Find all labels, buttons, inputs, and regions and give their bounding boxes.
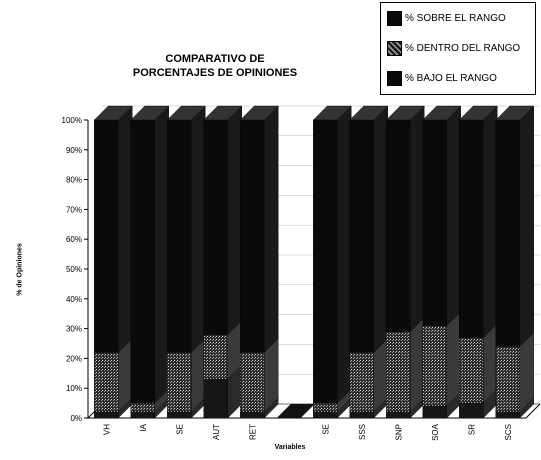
bar-segment-dentro-del-rango xyxy=(459,337,484,404)
bar-segment-dentro-del-rango xyxy=(94,352,119,413)
x-tick-label: SCS xyxy=(504,424,513,440)
legend-item-sobre: % SOBRE EL RANGO xyxy=(387,11,506,26)
legend-item-bajo: % BAJO EL RANGO xyxy=(387,71,497,86)
bar-segment-sobre-el-rango xyxy=(386,119,411,332)
y-tick-label: 10% xyxy=(66,384,82,393)
y-tick-label: 40% xyxy=(66,295,82,304)
bar-segment-bajo-el-rango xyxy=(94,411,119,419)
bar-segment-sobre-el-rango xyxy=(167,119,192,353)
bar-segment-bajo-el-rango xyxy=(349,411,374,419)
bar-top xyxy=(422,105,462,121)
x-tick-label: SOA xyxy=(431,423,440,441)
bar-side-2 xyxy=(373,105,388,353)
bar-side-2 xyxy=(337,105,352,404)
bar-segment-sobre-el-rango xyxy=(349,119,374,353)
bar-side-1 xyxy=(410,317,425,413)
x-tick-label: AUT xyxy=(212,424,221,440)
bar-top xyxy=(130,105,170,121)
legend-swatch-bajo xyxy=(387,71,402,86)
bar-segment-bajo-el-rango xyxy=(422,405,447,419)
y-tick-label: 70% xyxy=(66,205,82,214)
bar-segment-dentro-del-rango xyxy=(203,334,228,380)
x-tick-label: IA xyxy=(139,423,148,431)
bar-top xyxy=(458,105,498,121)
bar-top xyxy=(166,105,206,121)
bar-segment-bajo-el-rango xyxy=(167,411,192,419)
legend-label-bajo: % BAJO EL RANGO xyxy=(405,73,497,84)
bar-segment-dentro-del-rango xyxy=(313,402,338,413)
y-tick-label: 100% xyxy=(62,116,82,125)
bar-side-2 xyxy=(154,105,169,404)
bar-side-2 xyxy=(191,105,206,353)
legend-swatch-dentro xyxy=(387,41,402,56)
y-tick-label: 80% xyxy=(66,176,82,185)
y-tick-label: 60% xyxy=(66,235,82,244)
x-tick-label: SE xyxy=(321,424,330,435)
bar-segment-dentro-del-rango xyxy=(422,325,447,407)
x-tick-label: RET xyxy=(248,424,257,440)
x-tick-label: SE xyxy=(175,424,184,435)
legend-item-dentro: % DENTRO DEL RANGO xyxy=(387,41,520,56)
bar-side-2 xyxy=(264,105,279,353)
chart-title: COMPARATIVO DE PORCENTAJES DE OPINIONES xyxy=(90,52,340,80)
bar-top xyxy=(312,105,352,121)
bar-segment-dentro-del-rango xyxy=(495,346,520,413)
bar-segment-bajo-el-rango xyxy=(495,411,520,419)
legend: % SOBRE EL RANGO % DENTRO DEL RANGO % BA… xyxy=(380,2,536,95)
bar-top xyxy=(495,105,535,121)
x-tick-label: SR xyxy=(467,424,476,435)
x-tick-label: SNP xyxy=(394,424,403,440)
bar-segment-dentro-del-rango xyxy=(386,331,411,413)
bar-side-2 xyxy=(519,105,534,347)
chart-title-line-1: COMPARATIVO DE xyxy=(165,53,265,65)
bar-top xyxy=(93,105,133,121)
bar-side-2 xyxy=(483,105,498,339)
y-tick-label: 30% xyxy=(66,325,82,334)
empty-bar-floor xyxy=(276,404,315,418)
x-tick-label: SSS xyxy=(358,424,367,440)
bar-side-2 xyxy=(410,105,425,333)
legend-swatch-sobre xyxy=(387,11,402,26)
bar-segment-dentro-del-rango xyxy=(240,352,265,413)
bar-segment-bajo-el-rango xyxy=(240,411,265,419)
bar-segment-sobre-el-rango xyxy=(203,119,228,335)
legend-label-dentro: % DENTRO DEL RANGO xyxy=(405,43,521,54)
bar-segment-bajo-el-rango xyxy=(386,411,411,419)
chart-title-line-2: PORCENTAJES DE OPINIONES xyxy=(132,67,298,79)
bar-segment-bajo-el-rango xyxy=(313,411,338,419)
bar-side-2 xyxy=(446,105,461,327)
bar-side-2 xyxy=(227,105,242,336)
bar-side-1 xyxy=(446,311,461,407)
x-axis-label: Variables xyxy=(274,444,306,451)
bar-segment-sobre-el-rango xyxy=(94,119,119,353)
bar-segment-dentro-del-rango xyxy=(167,352,192,413)
bar-segment-sobre-el-rango xyxy=(495,119,520,347)
bar-segment-sobre-el-rango xyxy=(240,119,265,353)
legend-label-sobre: % SOBRE EL RANGO xyxy=(405,13,506,24)
y-tick-label: 50% xyxy=(66,265,82,274)
floor-edge-right xyxy=(525,403,541,419)
bar-segment-sobre-el-rango xyxy=(459,119,484,338)
bar-top xyxy=(203,105,243,121)
bar-top xyxy=(385,105,425,121)
bar-segment-dentro-del-rango xyxy=(349,352,374,413)
y-tick-label: 20% xyxy=(66,354,82,363)
bar-segment-sobre-el-rango xyxy=(313,119,338,404)
bar-segment-bajo-el-rango xyxy=(130,411,155,419)
y-axis-label: % de Opiniones xyxy=(16,243,24,296)
bar-top xyxy=(239,105,279,121)
bar-top xyxy=(349,105,389,121)
bar-side-2 xyxy=(118,105,133,353)
bar-segment-bajo-el-rango xyxy=(203,379,228,419)
x-tick-label: VH xyxy=(102,424,111,435)
bar-segment-dentro-del-rango xyxy=(130,402,155,413)
bar-segment-bajo-el-rango xyxy=(459,402,484,419)
y-tick-label: 90% xyxy=(66,146,82,155)
bar-segment-sobre-el-rango xyxy=(422,119,447,326)
y-tick-label: 0% xyxy=(70,414,82,423)
bar-segment-sobre-el-rango xyxy=(130,119,155,404)
